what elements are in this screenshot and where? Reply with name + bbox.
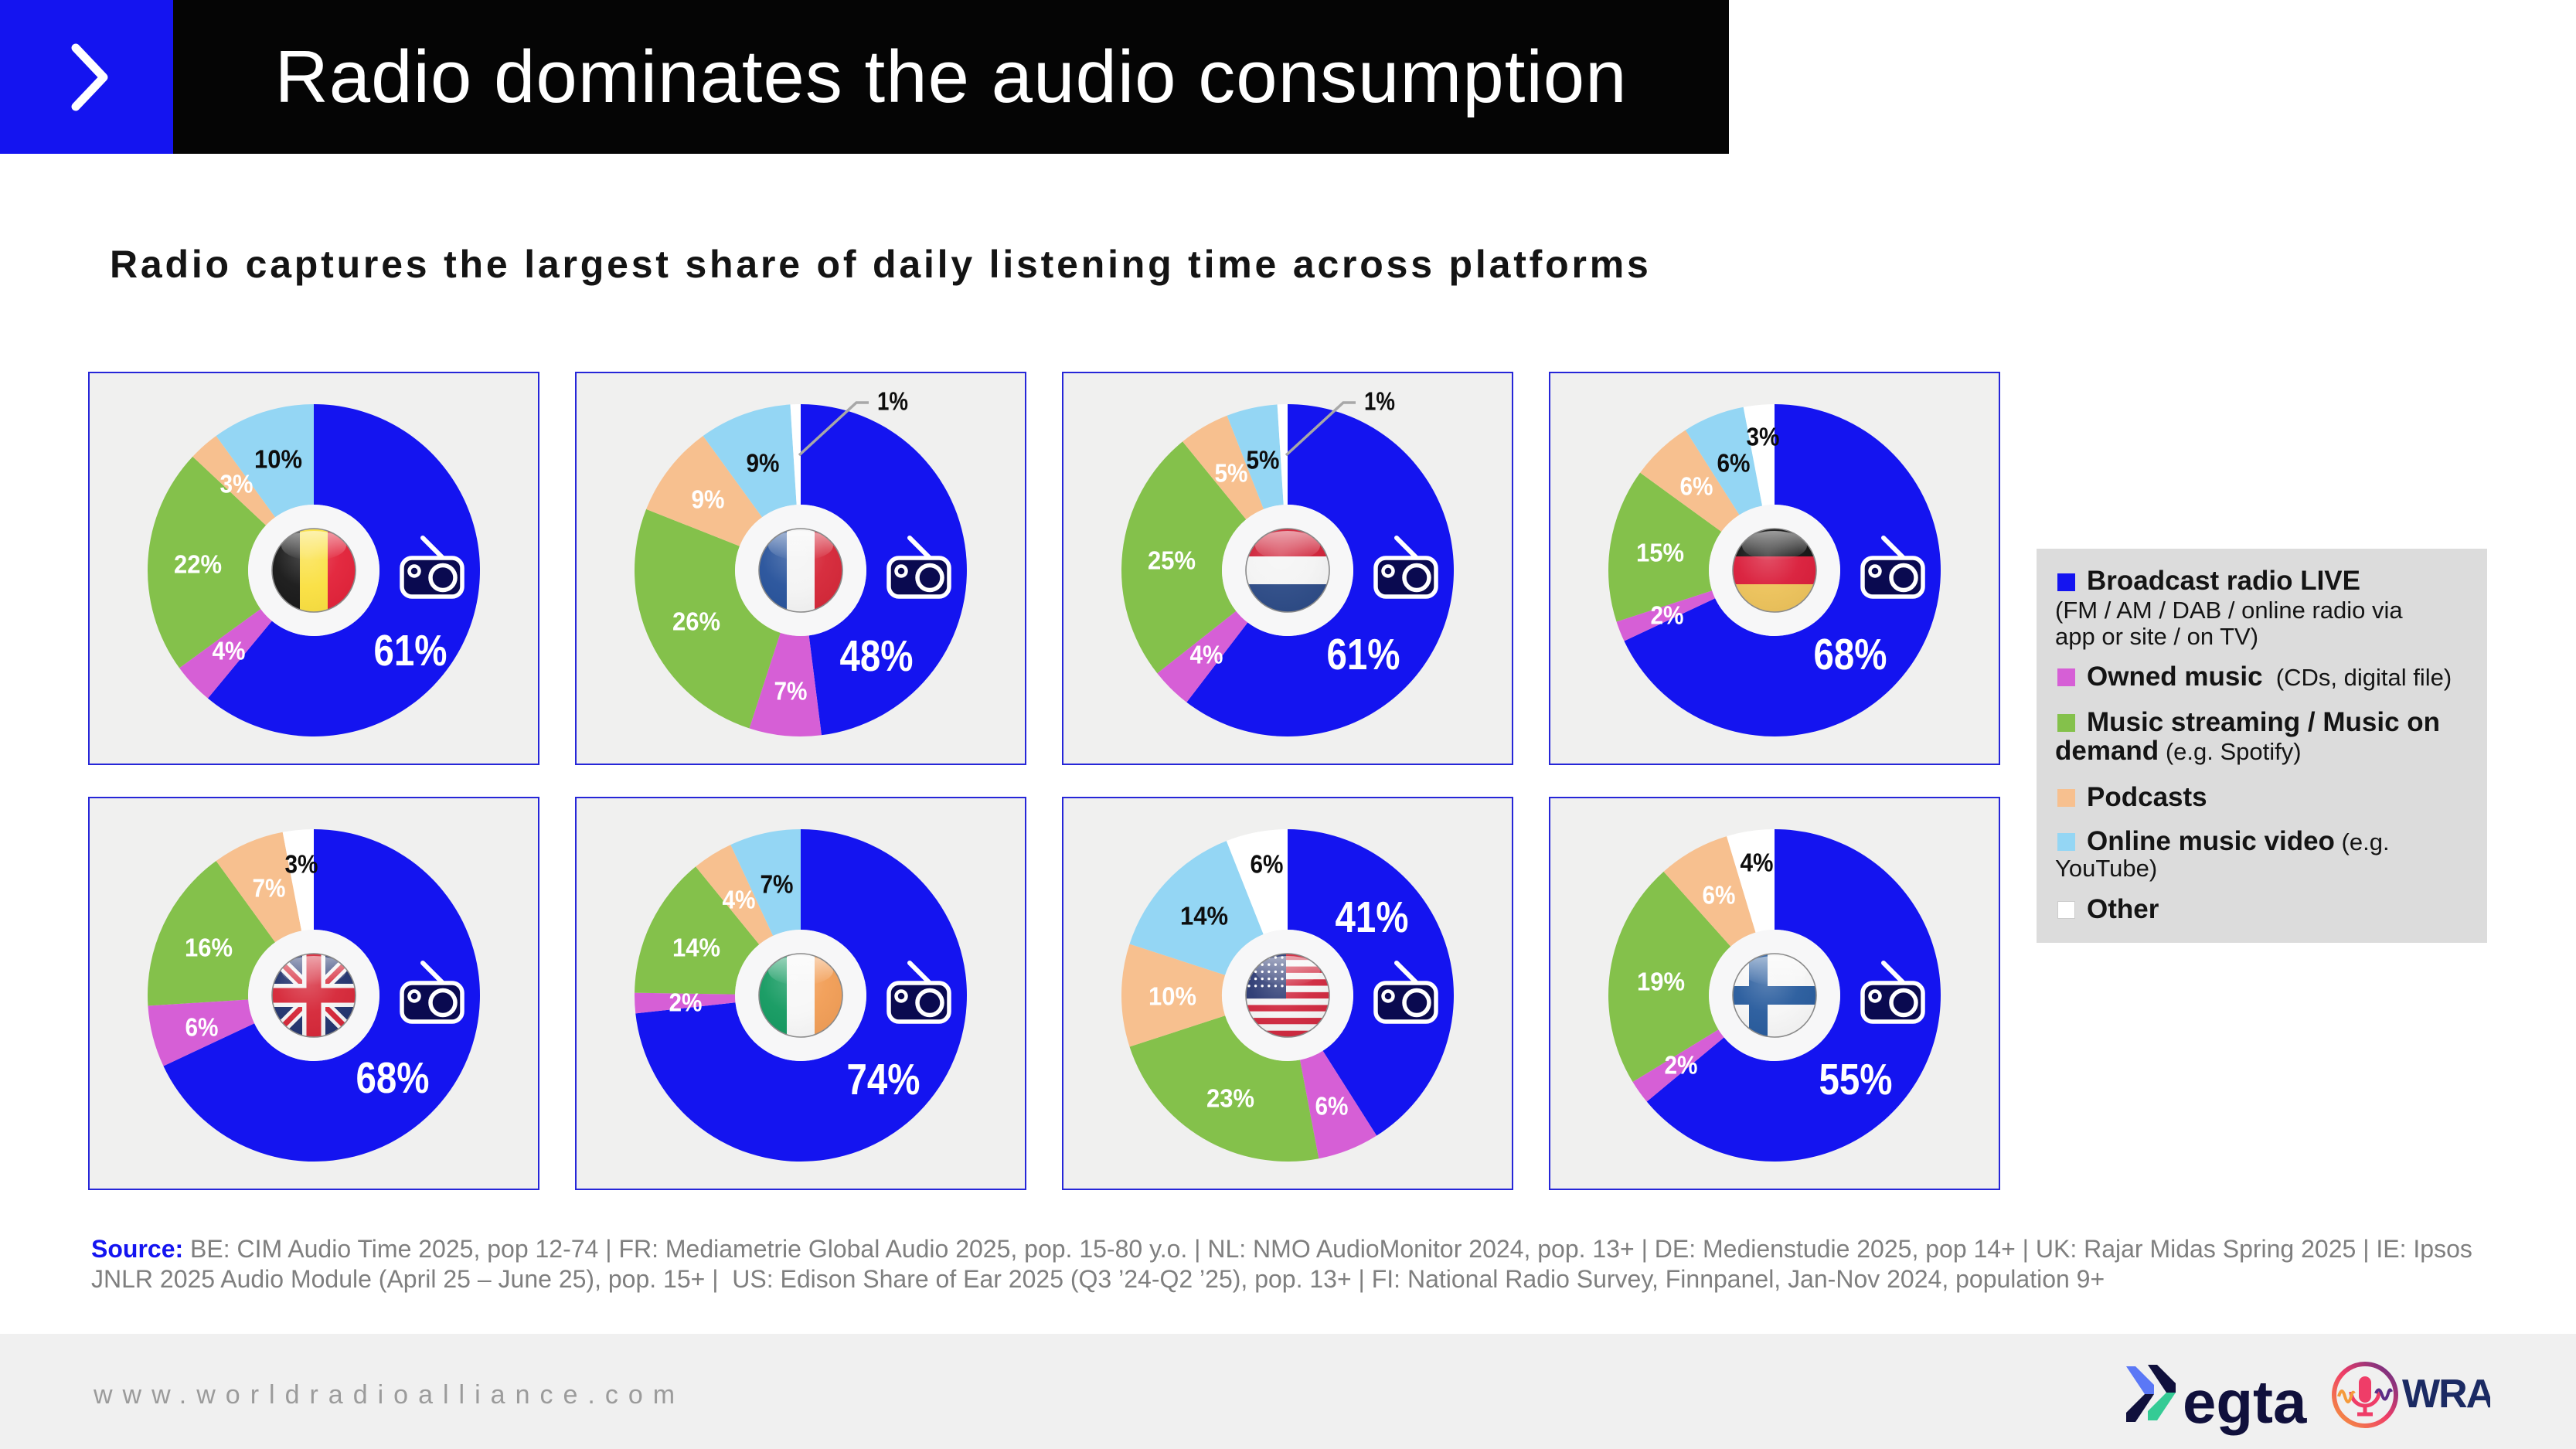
svg-text:4%: 4%: [213, 637, 246, 665]
svg-text:7%: 7%: [774, 677, 808, 706]
svg-text:2%: 2%: [1651, 601, 1684, 630]
svg-text:41%: 41%: [1336, 893, 1409, 942]
svg-text:48%: 48%: [840, 631, 914, 681]
svg-text:9%: 9%: [692, 485, 725, 514]
svg-text:6%: 6%: [1717, 449, 1751, 478]
svg-text:61%: 61%: [1327, 630, 1400, 679]
svg-text:5%: 5%: [1247, 446, 1280, 474]
svg-text:6%: 6%: [185, 1013, 219, 1042]
svg-text:1%: 1%: [1364, 387, 1395, 416]
svg-text:10%: 10%: [1148, 982, 1196, 1011]
svg-text:25%: 25%: [1148, 546, 1196, 575]
svg-text:10%: 10%: [254, 445, 302, 474]
svg-text:26%: 26%: [672, 607, 720, 636]
svg-text:6%: 6%: [1315, 1092, 1349, 1121]
svg-text:14%: 14%: [1180, 902, 1228, 930]
svg-text:19%: 19%: [1637, 968, 1685, 996]
svg-text:1%: 1%: [877, 387, 908, 416]
svg-text:3%: 3%: [1747, 423, 1780, 451]
svg-text:6%: 6%: [1251, 850, 1284, 879]
svg-text:4%: 4%: [723, 886, 756, 914]
svg-text:14%: 14%: [672, 934, 720, 962]
svg-text:WRA: WRA: [2402, 1372, 2490, 1417]
svg-text:7%: 7%: [761, 870, 794, 899]
svg-text:68%: 68%: [356, 1053, 430, 1103]
svg-text:2%: 2%: [669, 988, 703, 1017]
svg-text:6%: 6%: [1680, 472, 1713, 501]
svg-text:15%: 15%: [1636, 539, 1684, 567]
svg-text:7%: 7%: [253, 874, 286, 903]
svg-text:2%: 2%: [1665, 1051, 1698, 1080]
svg-text:6%: 6%: [1703, 881, 1736, 910]
svg-text:16%: 16%: [185, 934, 233, 962]
svg-text:55%: 55%: [1819, 1055, 1893, 1104]
svg-text:3%: 3%: [285, 850, 318, 879]
svg-text:61%: 61%: [374, 626, 447, 675]
svg-text:3%: 3%: [220, 470, 254, 498]
svg-text:68%: 68%: [1814, 630, 1887, 679]
svg-text:74%: 74%: [847, 1055, 920, 1104]
svg-text:9%: 9%: [747, 449, 780, 478]
svg-text:5%: 5%: [1215, 459, 1248, 488]
svg-text:22%: 22%: [174, 550, 222, 579]
svg-text:4%: 4%: [1190, 641, 1223, 669]
svg-text:23%: 23%: [1206, 1084, 1254, 1113]
svg-text:4%: 4%: [1741, 849, 1774, 877]
